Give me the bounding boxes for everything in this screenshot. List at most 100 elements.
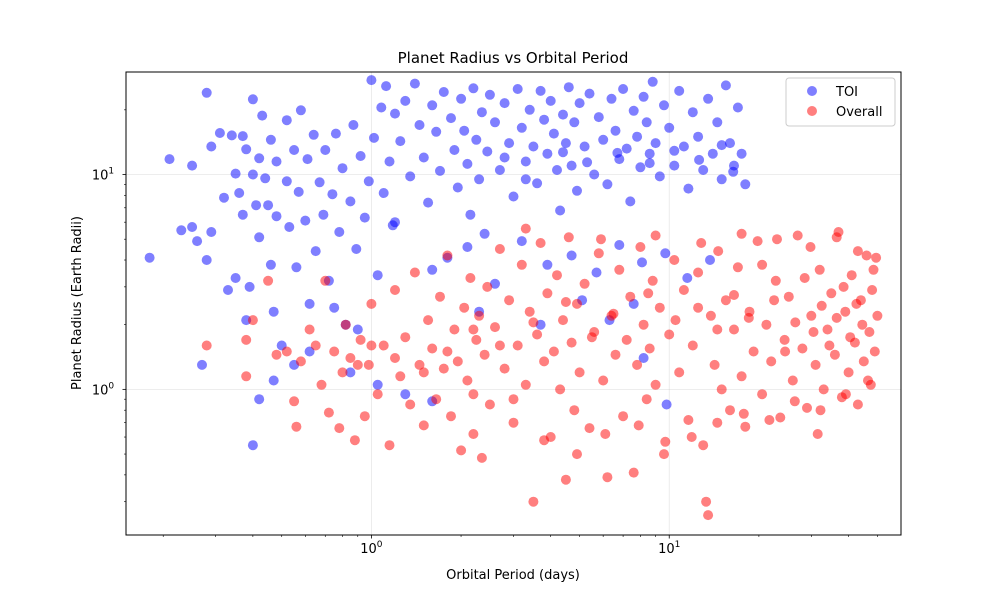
point-toi bbox=[625, 196, 636, 207]
point-overall bbox=[263, 275, 274, 286]
point-toi bbox=[376, 102, 387, 113]
point-overall bbox=[405, 399, 416, 410]
point-toi bbox=[638, 91, 649, 102]
legend-label-toi: TOI bbox=[835, 85, 858, 100]
point-overall bbox=[789, 396, 800, 407]
point-overall bbox=[861, 250, 872, 261]
point-toi bbox=[241, 144, 252, 155]
point-overall bbox=[810, 359, 821, 370]
point-toi bbox=[423, 197, 434, 208]
point-overall bbox=[725, 405, 735, 416]
point-overall bbox=[659, 449, 669, 460]
point-overall bbox=[814, 264, 825, 275]
point-toi bbox=[476, 107, 487, 118]
point-toi bbox=[516, 236, 527, 247]
point-toi bbox=[295, 105, 306, 116]
point-overall bbox=[871, 252, 882, 263]
point-toi bbox=[352, 324, 363, 335]
point-overall bbox=[638, 319, 649, 330]
point-toi bbox=[395, 136, 406, 147]
point-toi bbox=[390, 217, 400, 228]
point-overall bbox=[787, 375, 798, 386]
point-toi bbox=[499, 152, 510, 163]
point-toi bbox=[612, 147, 623, 158]
point-overall bbox=[764, 415, 775, 425]
point-overall bbox=[281, 346, 292, 357]
point-toi bbox=[712, 117, 723, 128]
point-overall bbox=[295, 356, 306, 367]
point-toi bbox=[516, 122, 527, 133]
point-toi bbox=[260, 173, 271, 184]
point-toi bbox=[589, 169, 600, 180]
point-toi bbox=[271, 211, 282, 222]
point-toi bbox=[234, 188, 245, 198]
y-axis-label: Planet Radius (Earth Radii) bbox=[70, 216, 85, 390]
point-toi bbox=[247, 169, 258, 180]
point-overall bbox=[761, 319, 772, 330]
point-overall bbox=[462, 375, 473, 386]
point-toi bbox=[446, 113, 456, 124]
point-toi bbox=[254, 232, 265, 243]
point-overall bbox=[468, 324, 479, 335]
point-overall bbox=[579, 278, 590, 289]
point-overall bbox=[843, 367, 854, 378]
point-toi bbox=[520, 156, 531, 167]
point-overall bbox=[625, 291, 636, 302]
point-toi bbox=[582, 157, 593, 168]
point-overall bbox=[542, 288, 553, 299]
point-overall bbox=[409, 267, 420, 278]
point-toi bbox=[687, 107, 698, 118]
point-overall bbox=[643, 288, 654, 299]
point-overall bbox=[867, 285, 878, 295]
point-toi bbox=[725, 138, 735, 149]
point-toi bbox=[566, 160, 577, 171]
point-overall bbox=[641, 394, 652, 405]
point-overall bbox=[869, 346, 880, 357]
point-overall bbox=[366, 340, 377, 351]
point-toi bbox=[206, 227, 217, 237]
point-toi bbox=[524, 104, 535, 115]
point-toi bbox=[254, 394, 265, 405]
point-overall bbox=[701, 496, 712, 507]
chart-title: Planet Radius vs Orbital Period bbox=[398, 49, 629, 67]
point-toi bbox=[281, 176, 292, 187]
point-toi bbox=[641, 117, 652, 128]
point-overall bbox=[465, 273, 476, 283]
point-overall bbox=[355, 334, 366, 345]
point-toi bbox=[682, 273, 693, 283]
point-overall bbox=[400, 332, 411, 343]
point-overall bbox=[598, 375, 609, 386]
point-toi bbox=[144, 252, 155, 263]
point-toi bbox=[499, 98, 510, 109]
point-toi bbox=[369, 132, 379, 143]
point-toi bbox=[226, 130, 237, 141]
point-toi bbox=[314, 177, 325, 188]
point-toi bbox=[574, 98, 585, 109]
point-overall bbox=[574, 367, 585, 378]
point-overall bbox=[334, 423, 345, 434]
point-toi bbox=[610, 125, 621, 136]
point-overall bbox=[241, 371, 252, 382]
point-overall bbox=[780, 346, 791, 357]
point-overall bbox=[446, 411, 456, 422]
point-toi bbox=[548, 128, 559, 139]
point-overall bbox=[799, 273, 810, 283]
point-overall bbox=[766, 356, 777, 367]
point-overall bbox=[815, 405, 826, 416]
point-toi bbox=[545, 95, 556, 106]
point-overall bbox=[323, 407, 334, 418]
point-toi bbox=[247, 440, 258, 451]
point-toi bbox=[329, 302, 340, 313]
point-overall bbox=[775, 412, 786, 423]
point-overall bbox=[569, 405, 580, 416]
point-toi bbox=[289, 145, 300, 155]
point-overall bbox=[247, 315, 258, 326]
point-toi bbox=[462, 242, 473, 252]
point-overall bbox=[548, 346, 559, 357]
point-toi bbox=[558, 109, 568, 120]
point-toi bbox=[237, 131, 248, 142]
point-toi bbox=[482, 146, 493, 157]
point-overall bbox=[484, 399, 495, 410]
point-overall bbox=[423, 315, 434, 326]
point-toi bbox=[490, 278, 500, 289]
